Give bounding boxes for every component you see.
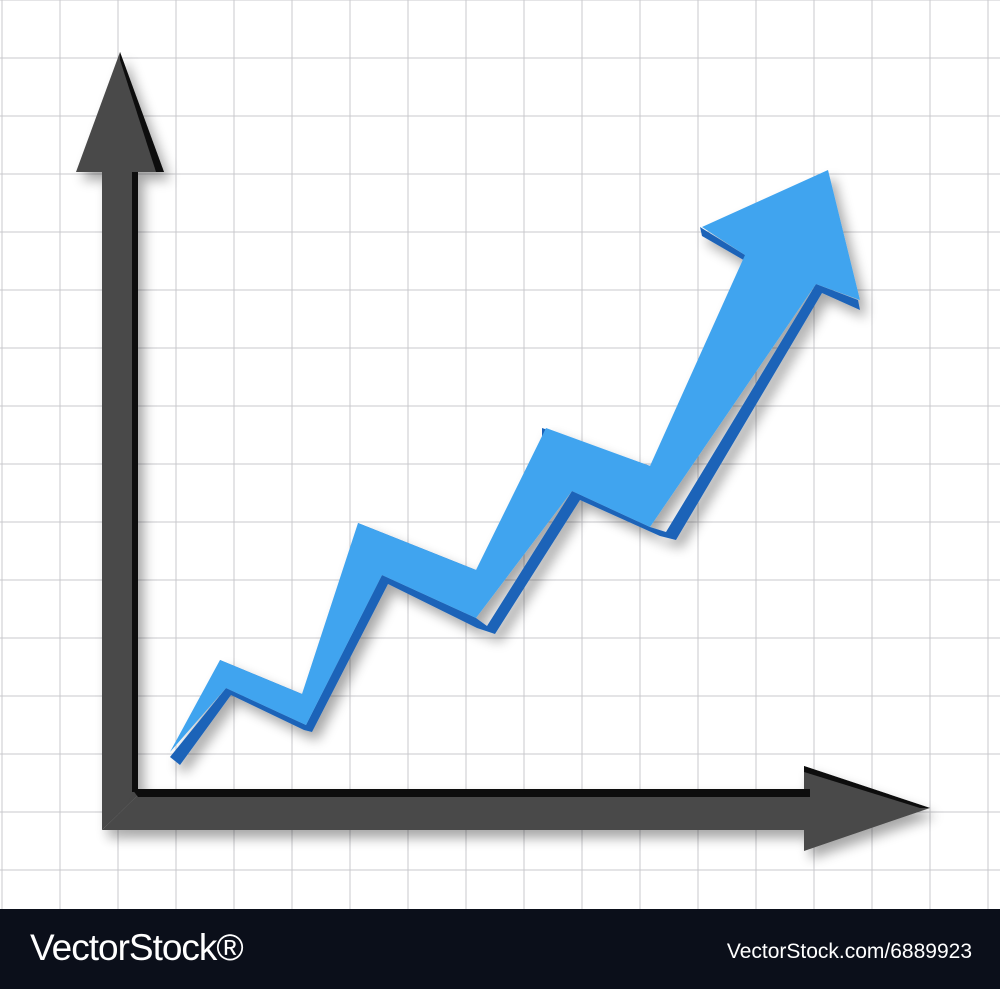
footer-bar: VectorStock® VectorStock.com/6889923 xyxy=(0,909,1000,989)
y-axis-arrow xyxy=(76,52,164,830)
rising-trend-arrow xyxy=(170,170,860,765)
image-id-label: VectorStock.com/6889923 xyxy=(726,940,972,963)
trend-illustration xyxy=(0,0,1000,909)
x-axis-arrow xyxy=(102,766,930,851)
vectorstock-logo: VectorStock® xyxy=(30,927,244,968)
